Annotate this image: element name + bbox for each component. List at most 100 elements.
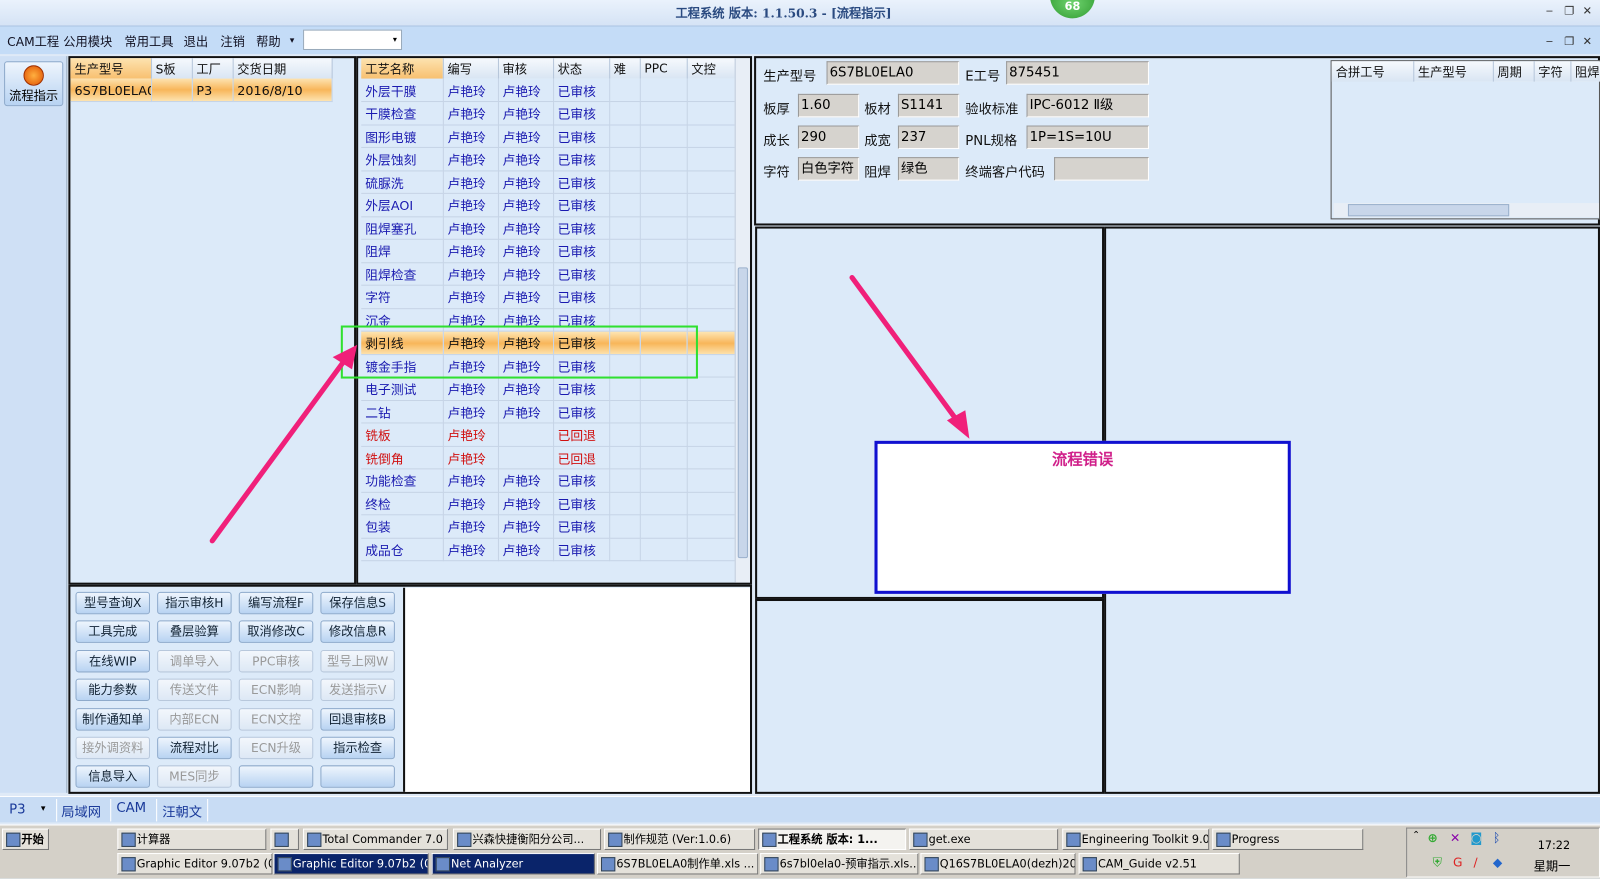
action-button[interactable]: ECN升级 xyxy=(238,736,314,760)
taskbar-item[interactable]: Net Analyzer xyxy=(431,853,595,875)
tray-app2-icon[interactable]: ◆ xyxy=(1492,855,1503,870)
process-row[interactable]: 外层AOI 卢艳玲 卢艳玲 已审核 xyxy=(361,193,736,217)
order-row[interactable]: 6S7BL0ELA0 P3 2016/8/10 xyxy=(70,78,333,103)
clock-time[interactable]: 17:22 xyxy=(1537,838,1571,853)
col-header[interactable]: 编写 xyxy=(442,58,499,79)
mdi-close-button[interactable]: ✕ xyxy=(1582,34,1593,48)
scrollbar-thumb[interactable] xyxy=(737,267,748,559)
mdi-minimize-button[interactable]: ‒ xyxy=(1545,34,1554,48)
action-button[interactable]: 取消修改C xyxy=(238,620,314,644)
action-button[interactable] xyxy=(238,765,314,789)
merge-col-header[interactable]: 阻焊 xyxy=(1570,61,1600,82)
action-button[interactable]: 型号查询X xyxy=(75,591,150,615)
col-header[interactable]: 审核 xyxy=(497,58,554,79)
action-button[interactable] xyxy=(320,765,395,789)
action-button[interactable]: 指示审核H xyxy=(157,591,232,615)
taskbar-item[interactable]: get.exe xyxy=(909,828,1059,850)
taskbar-item[interactable]: 6s7bl0ela0-预审指示.xls... xyxy=(760,853,919,875)
model-field[interactable]: 6S7BL0ELA0 xyxy=(826,61,960,85)
action-button[interactable]: ECN文控 xyxy=(238,707,314,731)
taskbar-item[interactable]: 6S7BL0ELA0制作单.xls ... xyxy=(596,853,759,875)
merge-hscrollbar[interactable] xyxy=(1333,203,1599,218)
wid-field[interactable]: 237 xyxy=(897,125,960,149)
close-button[interactable]: ✕ xyxy=(1582,4,1593,18)
process-scrollbar[interactable] xyxy=(734,58,750,583)
action-button[interactable]: 接外调资料 xyxy=(75,736,150,760)
action-button[interactable]: 发送指示V xyxy=(320,678,395,702)
action-button[interactable]: 调单导入 xyxy=(157,649,232,673)
maximize-button[interactable]: ❐ xyxy=(1564,4,1575,18)
std-field[interactable]: IPC-6012 Ⅱ级 xyxy=(1026,93,1149,118)
action-button[interactable]: 型号上网W xyxy=(320,649,395,673)
merge-col-header[interactable]: 合拼工号 xyxy=(1331,61,1414,82)
col-header[interactable]: PPC xyxy=(639,58,688,79)
site-select[interactable]: P3 xyxy=(9,802,26,818)
menu-logout[interactable]: 注销 xyxy=(220,34,245,49)
process-row[interactable]: 成品仓 卢艳玲 卢艳玲 已审核 xyxy=(361,537,736,562)
site-dropdown-icon[interactable]: ▾ xyxy=(40,804,46,815)
eno-field[interactable]: 875451 xyxy=(1006,61,1149,85)
taskbar-item[interactable]: Q16S7BL0ELA0(dezh)20... xyxy=(920,853,1076,875)
merge-col-header[interactable]: 字符 xyxy=(1533,61,1571,82)
action-button[interactable]: 制作通知单 xyxy=(75,707,150,731)
process-row[interactable]: 图形电镀 卢艳玲 卢艳玲 已审核 xyxy=(361,124,736,148)
menu-overflow-icon[interactable]: ▾ xyxy=(289,35,295,46)
tray-pen-icon[interactable]: ∕ xyxy=(1473,855,1478,870)
bluetooth-icon[interactable]: ᛒ xyxy=(1492,830,1501,845)
col-header[interactable]: 工艺名称 xyxy=(361,58,444,79)
taskbar-item[interactable]: 兴森快捷衡阳分公司... xyxy=(453,828,602,850)
tray-teamviewer-icon[interactable]: ◙ xyxy=(1470,830,1483,845)
tray-expand-icon[interactable]: ⌃ xyxy=(1412,830,1420,841)
process-row[interactable]: 阻焊 卢艳玲 卢艳玲 已审核 xyxy=(361,239,736,263)
action-button[interactable]: 信息导入 xyxy=(75,765,150,789)
menu-tools[interactable]: 常用工具 xyxy=(124,34,174,49)
action-button[interactable]: 指示检查 xyxy=(320,736,395,760)
process-row[interactable]: 包装 卢艳玲 卢艳玲 已审核 xyxy=(361,514,736,539)
menu-public[interactable]: 公用模块 xyxy=(63,34,113,49)
process-row[interactable]: 阻焊塞孔 卢艳玲 卢艳玲 已审核 xyxy=(361,216,736,240)
tray-shield-icon[interactable]: ⛨ xyxy=(1432,855,1442,870)
process-row[interactable]: 外层干膜 卢艳玲 卢艳玲 已审核 xyxy=(361,78,736,103)
process-row[interactable]: 外层蚀刻 卢艳玲 卢艳玲 已审核 xyxy=(361,147,736,171)
thick-field[interactable]: 1.60 xyxy=(797,93,860,118)
col-header[interactable]: 文控 xyxy=(686,58,736,79)
action-button[interactable]: 回退审核B xyxy=(320,707,395,731)
process-row[interactable]: 阻焊检查 卢艳玲 卢艳玲 已审核 xyxy=(361,262,736,286)
col-header[interactable]: 难 xyxy=(609,58,641,79)
process-row[interactable]: 镀金手指 卢艳玲 卢艳玲 已审核 xyxy=(361,354,736,378)
action-button[interactable]: 编写流程F xyxy=(238,591,314,615)
process-row[interactable]: 剥引线 卢艳玲 卢艳玲 已审核 xyxy=(361,331,736,355)
flow-indicator-button[interactable]: 流程指示 xyxy=(4,61,64,107)
taskbar-item[interactable]: 计算器 xyxy=(117,828,267,850)
process-row[interactable]: 终检 卢艳玲 卢艳玲 已审核 xyxy=(361,491,736,516)
taskbar-item[interactable]: 制作规范 (Ver:1.0.6) xyxy=(604,828,756,850)
process-row[interactable]: 字符 卢艳玲 卢艳玲 已审核 xyxy=(361,285,736,309)
col-factory[interactable]: 工厂 xyxy=(191,58,234,79)
action-button[interactable]: 流程对比 xyxy=(157,736,232,760)
col-header[interactable]: 状态 xyxy=(553,58,610,79)
action-button[interactable]: 在线WIP xyxy=(75,649,150,673)
process-row[interactable]: 电子测试 卢艳玲 卢艳玲 已审核 xyxy=(361,377,736,401)
process-row[interactable]: 硫脲洗 卢艳玲 卢艳玲 已审核 xyxy=(361,170,736,194)
action-button[interactable]: 传送文件 xyxy=(157,678,232,702)
merge-col-header[interactable]: 生产型号 xyxy=(1413,61,1494,82)
menu-help[interactable]: 帮助 xyxy=(256,34,281,49)
taskbar-item[interactable] xyxy=(270,828,299,850)
menu-exit[interactable]: 退出 xyxy=(183,34,209,49)
process-row[interactable]: 二钻 卢艳玲 卢艳玲 已审核 xyxy=(361,399,736,424)
col-sboard[interactable]: S板 xyxy=(151,58,193,79)
action-button[interactable]: 修改信息R xyxy=(320,620,395,644)
mask-field[interactable]: 绿色 xyxy=(897,157,960,181)
taskbar-item[interactable]: Progress xyxy=(1212,828,1364,850)
merge-col-header[interactable]: 周期 xyxy=(1492,61,1535,82)
cust-field[interactable] xyxy=(1054,157,1149,181)
process-row[interactable]: 功能检查 卢艳玲 卢艳玲 已审核 xyxy=(361,468,736,493)
action-button[interactable]: 保存信息S xyxy=(320,591,395,615)
process-row[interactable]: 铣板 卢艳玲 已回退 xyxy=(361,422,736,447)
action-button[interactable]: ECN影响 xyxy=(238,678,314,702)
action-button[interactable]: 内部ECN xyxy=(157,707,232,731)
action-button[interactable]: 工具完成 xyxy=(75,620,150,644)
action-button[interactable]: 能力参数 xyxy=(75,678,150,702)
action-button[interactable]: PPC审核 xyxy=(238,649,314,673)
action-button[interactable]: 叠层验算 xyxy=(157,620,232,644)
